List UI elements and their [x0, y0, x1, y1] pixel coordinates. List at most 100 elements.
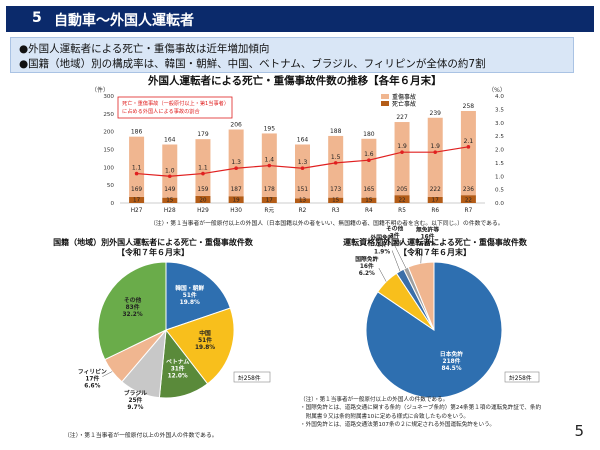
left-tick-label: 50 [107, 183, 115, 189]
ratio-label: 1.9 [430, 143, 440, 150]
ratio-point [300, 166, 305, 171]
bar-fatal [261, 196, 277, 203]
x-tick-label: R4 [365, 208, 373, 214]
bar-fatal-label: 17 [432, 198, 440, 204]
bar-total-label: 258 [463, 103, 475, 110]
pie-leader-line [102, 371, 113, 377]
pie2-chart: 日本免許218件84.5%国際免許16件6.2%外国免許5件1.9%その他3件1… [355, 224, 503, 399]
pie2-title-line1: 運転資格別外国人運転者による死亡・重傷事故件数 [343, 238, 527, 247]
ratio-label: 2.1 [464, 138, 474, 145]
bar-fatal [460, 195, 476, 203]
pie-leader-line [378, 267, 387, 282]
ratio-point [201, 171, 205, 176]
pie-slice-pct: 6.6% [84, 384, 100, 390]
ratio-point [433, 150, 438, 154]
ratio-label: 1.1 [132, 165, 142, 172]
bar-serious-label: 178 [264, 187, 275, 193]
right-tick-label: 0.0 [495, 201, 504, 207]
pie-slice-label: 外国免許 [370, 233, 393, 241]
bar-serious-label: 149 [164, 187, 175, 193]
bar-total-label: 188 [330, 128, 342, 135]
pie-slice [97, 261, 167, 361]
pie-slice-count: 17件 [85, 375, 99, 383]
bar-serious [328, 135, 344, 198]
pie-leader-line [391, 250, 401, 272]
x-tick-label: R7 [465, 208, 473, 214]
right-tick-label: 3.0 [495, 121, 504, 127]
bar-fatal-label: 13 [299, 198, 307, 204]
pie2-title-line2: 【令和７年６月末】 [399, 248, 471, 257]
left-tick-label: 250 [103, 112, 114, 118]
legend-label-serious: 重傷事故 [392, 93, 416, 101]
pie-slice-label: 無免許等 [416, 226, 439, 234]
pie-slice-count: 3件 [390, 231, 400, 239]
pie1-total-box [233, 371, 271, 383]
annotation-callout: 死亡・重傷事故（一般原付以上・第1当事者） に占める外国人による事故の割合 [117, 96, 233, 119]
bar-fatal [361, 197, 377, 203]
page-header: 5 自動車～外国人運転者 [6, 6, 594, 32]
pie-leader-line [394, 245, 407, 269]
bar-fatal-label: 22 [465, 198, 472, 204]
bar-fatal-label: 15 [332, 198, 340, 204]
pie-slice-pct: 84.5% [441, 366, 461, 372]
bar-fatal [195, 195, 211, 203]
pie-slice-pct: 1.2% [387, 240, 403, 246]
pie-slice-count: 16件 [360, 262, 374, 270]
section-number: 5 [32, 10, 42, 26]
bar-fatal [228, 196, 244, 203]
bar-fatal-label: 19 [233, 198, 241, 204]
bar-serious [295, 144, 310, 199]
bar-fatal-label: 15 [365, 198, 373, 204]
x-tick-label: H29 [197, 208, 209, 214]
bar-serious [228, 129, 244, 197]
ratio-point [134, 171, 139, 176]
right-axis-unit: （%） [488, 87, 506, 94]
pie-slice-label: ベトナム [166, 359, 189, 366]
bar-serious-label: 222 [430, 187, 441, 193]
pie2-note-2: ・国際免許とは、道路交通に関する条約（ジュネーブ条約）第24条第１項の運転免許証… [300, 405, 542, 412]
bar-fatal-label: 15 [166, 198, 174, 204]
bar-serious-label: 236 [463, 187, 474, 193]
pie1-title-line2: 【令和７年６月末】 [117, 248, 189, 257]
pie-leader-line [420, 248, 422, 264]
bar-serious-label: 169 [131, 187, 142, 193]
pie2-note-4: ・外国免許とは、道路交通法第107条の２に規定される外国運転免許をいう。 [300, 422, 495, 429]
x-tick-label: R3 [332, 208, 340, 214]
summary-bullet-2: ●国籍（地域）別の構成率は、韓国・朝鮮、中国、ベトナム、ブラジル、フィリピンが全… [19, 58, 486, 70]
pie-slice-count: 25件 [128, 396, 142, 404]
pie-slice-label: フィリピン [78, 368, 107, 376]
page-number: 5 [574, 422, 584, 440]
pie2-notes: （注）・第１当事者が一般原付以上の外国人の件数である。 ・国際免許とは、道路交通… [300, 396, 541, 430]
pie-slice-pct: 19.8% [195, 345, 215, 351]
trend-chart-title: 外国人運転者による死亡・重傷事故件数の推移【各年６月末】 [148, 75, 442, 87]
pie-slice-pct: 1.9% [374, 249, 390, 255]
pie2-total: 計258件 [509, 374, 532, 382]
bar-serious [162, 144, 178, 198]
pie-slice-label: 国際免許 [355, 255, 378, 263]
right-tick-label: 3.5 [495, 107, 504, 113]
bar-serious-label: 165 [363, 187, 374, 193]
pie-slice [165, 307, 235, 385]
ratio-label: 1.5 [331, 154, 341, 161]
section-title: 自動車～外国人運転者 [54, 13, 194, 29]
bar-fatal-label: 17 [266, 198, 274, 204]
legend-label-fatal: 死亡事故 [392, 100, 416, 108]
right-tick-label: 1.0 [495, 174, 504, 180]
ratio-label: 1.3 [298, 159, 308, 166]
left-axis-unit: （件） [91, 86, 109, 94]
legend-swatch-fatal [381, 101, 389, 106]
ratio-label: 1.4 [265, 157, 275, 164]
pie1-total: 計258件 [238, 374, 261, 382]
summary-bullet-1: ●外国人運転者による死亡・重傷事故は近年増加傾向 [19, 43, 270, 55]
pie1-title-line1: 国籍（地域）別外国人運転者による死亡・重傷事故件数 [53, 238, 253, 247]
pie-slice-count: 5件 [377, 240, 387, 248]
ratio-label: 1.0 [165, 167, 175, 174]
bar-total-label: 227 [396, 114, 408, 121]
bar-fatal [129, 196, 145, 203]
pie-leader-line [135, 392, 140, 399]
ratio-point [367, 158, 371, 162]
pie-slice-pct: 6.2% [420, 242, 436, 248]
pie-slice-count: 218件 [443, 357, 461, 365]
